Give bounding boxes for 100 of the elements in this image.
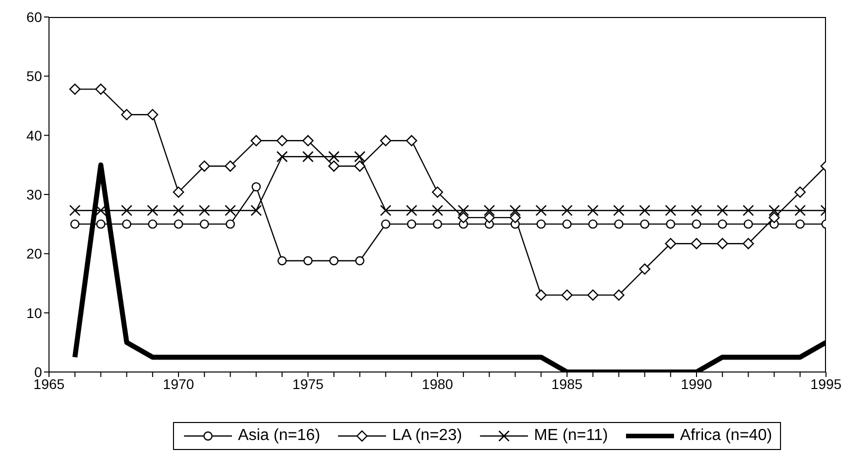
x-tick-label: 1975	[292, 376, 324, 392]
point	[380, 204, 392, 216]
point	[70, 219, 80, 229]
y-tick-label: 60	[26, 8, 42, 25]
point	[614, 219, 624, 229]
point	[640, 219, 650, 229]
point	[536, 219, 546, 229]
x-tick-label: 1980	[422, 376, 454, 392]
point	[536, 289, 547, 301]
x-tick-label: 1995	[810, 376, 842, 392]
point	[328, 150, 340, 162]
point	[716, 238, 728, 250]
point	[639, 204, 650, 216]
point	[226, 219, 235, 229]
point	[690, 238, 702, 250]
point	[742, 238, 754, 250]
point	[406, 204, 418, 216]
point	[148, 219, 158, 229]
point	[276, 135, 288, 146]
point	[224, 160, 236, 172]
legend-label: LA (n=23)	[392, 427, 462, 445]
y-tick-label: 10	[26, 304, 42, 321]
point	[510, 212, 521, 224]
point	[96, 219, 106, 229]
x-tick-label: 1985	[551, 376, 583, 392]
point	[561, 204, 573, 216]
point	[742, 204, 754, 216]
point	[561, 289, 573, 301]
point	[665, 238, 676, 250]
point	[252, 182, 261, 192]
y-tick-label: 20	[26, 246, 42, 262]
y-tick-label: 30	[26, 186, 42, 202]
point	[510, 204, 521, 216]
point	[121, 204, 132, 216]
point	[796, 219, 805, 229]
y-tick-label: 0	[34, 364, 42, 380]
point	[690, 204, 702, 216]
point	[121, 109, 132, 120]
point	[768, 204, 780, 216]
point	[458, 204, 470, 216]
point	[562, 219, 572, 229]
point	[278, 256, 287, 266]
point	[432, 186, 444, 198]
point	[302, 150, 314, 162]
point	[666, 219, 676, 229]
x-tick-label: 1970	[162, 376, 194, 392]
point	[484, 204, 495, 216]
x-tick-label: 1990	[680, 376, 712, 392]
point	[716, 204, 728, 216]
point	[613, 204, 624, 216]
point	[535, 204, 547, 216]
point	[484, 212, 495, 224]
legend-label: Asia (n=16)	[238, 427, 320, 445]
point	[172, 204, 184, 216]
point	[744, 219, 753, 229]
point	[354, 150, 366, 162]
point	[380, 135, 392, 146]
point	[329, 256, 338, 266]
point	[458, 212, 469, 224]
point	[198, 204, 210, 216]
point	[406, 135, 418, 146]
point	[718, 219, 727, 229]
point	[147, 109, 158, 120]
point	[587, 289, 598, 301]
point	[146, 204, 158, 216]
point	[355, 256, 364, 266]
point	[794, 186, 806, 198]
legend-label: ME (n=11)	[534, 427, 608, 445]
point	[250, 135, 262, 146]
legend-label: Africa (n=40)	[680, 427, 772, 445]
point	[224, 204, 236, 216]
point	[198, 160, 210, 172]
point	[69, 84, 80, 95]
point	[122, 219, 132, 229]
point	[794, 204, 806, 216]
y-tick-label: 50	[26, 68, 42, 84]
point	[613, 289, 624, 301]
point	[381, 219, 390, 229]
point	[276, 150, 288, 162]
point	[432, 219, 442, 229]
y-tick-label: 40	[26, 127, 42, 144]
point	[302, 135, 314, 146]
point	[354, 160, 366, 172]
point	[172, 186, 184, 198]
point	[328, 160, 340, 172]
point	[303, 256, 313, 266]
point	[587, 204, 599, 216]
point	[692, 219, 702, 229]
point	[250, 204, 262, 216]
point	[768, 212, 780, 224]
point	[200, 219, 209, 229]
point	[407, 219, 416, 229]
point	[95, 84, 106, 95]
point	[95, 204, 106, 216]
point	[432, 204, 444, 216]
point	[588, 219, 598, 229]
point	[174, 219, 184, 229]
point	[639, 263, 650, 275]
point	[664, 204, 676, 216]
point	[69, 204, 81, 216]
